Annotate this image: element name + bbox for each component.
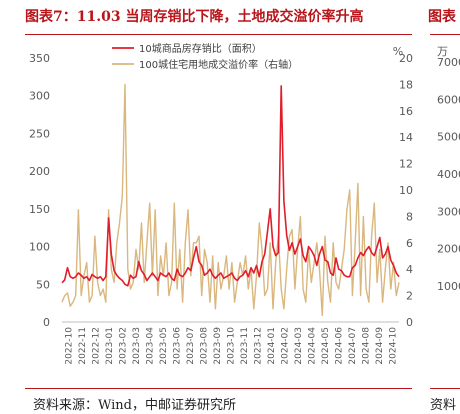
far-right-axis-unit: 万 <box>437 45 448 58</box>
next-figure-title: 图表 <box>428 9 456 25</box>
x-axis-tick-16: 2024-02 <box>280 327 290 365</box>
right-axis-unit: % <box>393 45 403 58</box>
x-axis-tick-19: 2024-05 <box>321 327 331 365</box>
series-line-land-premium <box>61 83 400 317</box>
x-axis-tick-22: 2024-08 <box>361 327 371 365</box>
left-axis: 0 50 100 150 200 250 300 350 <box>29 52 50 329</box>
x-axis-tick-15: 2024-01 <box>267 327 277 365</box>
right-axis-tick-9: 18 <box>399 78 413 91</box>
x-axis-tick-12: 2023-10 <box>227 327 237 365</box>
right-axis-tick-0: 0 <box>406 316 413 329</box>
x-axis-tick-8: 2023-06 <box>173 327 183 365</box>
legend: 10城商品房存销比（面积） 100城住宅用地成交溢价率（右轴） <box>112 42 298 71</box>
far-right-axis-tick-3: 4000 <box>437 168 460 181</box>
x-axis-tick-3: 2023-01 <box>105 327 115 365</box>
x-axis-tick-6: 2023-04 <box>146 327 156 365</box>
legend-label-0: 10城商品房存销比（面积） <box>139 42 262 55</box>
far-right-axis-tick-6: 1000 <box>437 280 460 293</box>
left-axis-tick-7: 350 <box>29 52 50 65</box>
right-axis-tick-4: 8 <box>406 210 413 223</box>
source-note: 资料来源：Wind，中邮证券研究所 <box>33 398 236 413</box>
x-axis-tick-9: 2023-07 <box>186 327 196 365</box>
next-source-note: 资料 <box>430 398 457 413</box>
right-axis-tick-7: 14 <box>399 131 413 144</box>
right-axis: 0 2 4 6 8 10 12 14 16 18 20 <box>399 52 413 329</box>
x-axis-tick-4: 2023-02 <box>119 327 129 365</box>
x-axis-tick-2: 2022-12 <box>92 327 102 365</box>
plot-lines <box>61 83 400 317</box>
x-axis-tick-18: 2024-04 <box>307 327 317 365</box>
right-axis-tick-6: 12 <box>399 158 413 171</box>
x-axis-tick-5: 2023-03 <box>132 327 142 365</box>
source-rule-gap <box>412 387 430 389</box>
title-rule-gap <box>412 33 430 35</box>
right-axis-tick-1: 2 <box>406 290 413 303</box>
x-axis-tick-21: 2024-07 <box>348 327 358 365</box>
x-axis-tick-24: 2024-10 <box>388 327 398 365</box>
title-rule <box>25 34 460 35</box>
left-axis-tick-6: 300 <box>29 90 50 103</box>
right-axis-tick-10: 20 <box>399 52 413 65</box>
far-right-axis-tick-4: 3000 <box>437 205 460 218</box>
x-axis: 2022-10 2022-11 2022-12 2023-01 2023-02 2023-… <box>62 321 399 365</box>
x-axis-tick-20: 2024-06 <box>334 327 344 365</box>
left-axis-tick-1: 50 <box>36 278 50 291</box>
title-bar: 图表7：11.03 当周存销比下降，土地成交溢价率升高 图表 <box>0 6 460 28</box>
left-axis-tick-0: 0 <box>43 316 50 329</box>
right-axis-tick-8: 16 <box>399 105 413 118</box>
x-axis-tick-10: 2023-08 <box>200 327 210 365</box>
figure-title: 图表7：11.03 当周存销比下降，土地成交溢价率升高 <box>25 9 364 25</box>
far-right-axis-tick-0: 7000 <box>437 56 460 69</box>
far-right-axis-tick-2: 5000 <box>437 131 460 144</box>
x-axis-tick-0: 2022-10 <box>65 327 75 365</box>
left-axis-tick-5: 250 <box>29 127 50 140</box>
left-axis-tick-4: 200 <box>29 165 50 178</box>
x-axis-tick-13: 2023-11 <box>240 327 250 365</box>
far-right-axis-tick-5: 2000 <box>437 243 460 256</box>
legend-label-1: 100城住宅用地成交溢价率（右轴） <box>139 58 298 71</box>
left-axis-tick-3: 150 <box>29 203 50 216</box>
right-axis-tick-5: 10 <box>399 184 413 197</box>
x-axis-tick-23: 2024-09 <box>375 327 385 365</box>
x-axis-tick-7: 2023-05 <box>159 327 169 365</box>
right-axis-tick-3: 6 <box>406 237 413 250</box>
x-axis-tick-14: 2023-12 <box>253 327 263 365</box>
far-right-axis-tick-1: 6000 <box>437 93 460 106</box>
x-axis-tick-11: 2023-09 <box>213 327 223 365</box>
x-axis-tick-1: 2022-11 <box>78 327 88 365</box>
series-line-inventory-ratio <box>61 85 400 287</box>
x-axis-tick-17: 2024-03 <box>294 327 304 365</box>
far-right-axis: 7000 6000 5000 4000 3000 2000 1000 <box>437 56 460 293</box>
source-rule <box>25 388 460 389</box>
right-axis-tick-2: 4 <box>406 263 413 276</box>
left-axis-tick-2: 100 <box>29 241 50 254</box>
